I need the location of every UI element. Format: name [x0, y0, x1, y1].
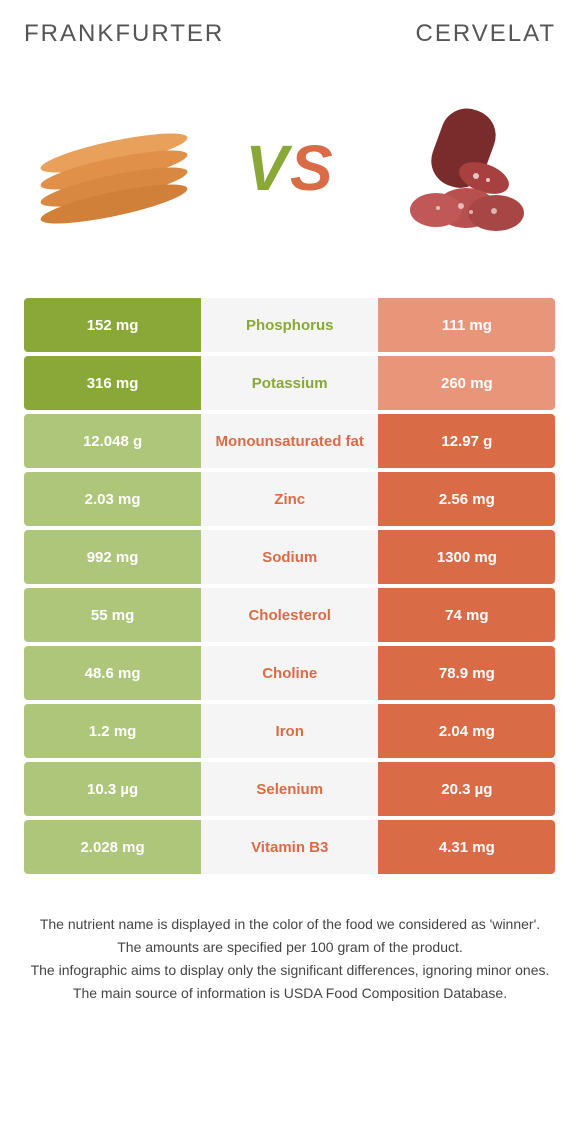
- right-value: 111 mg: [378, 298, 555, 352]
- nutrient-name: Sodium: [201, 530, 378, 584]
- left-value: 316 mg: [24, 356, 201, 410]
- right-value: 2.04 mg: [378, 704, 555, 758]
- images-row: VS: [24, 78, 556, 258]
- nutrient-name: Vitamin B3: [201, 820, 378, 874]
- nutrient-row: 12.048 gMonounsaturated fat12.97 g: [24, 414, 556, 468]
- vs-label: VS: [245, 131, 334, 205]
- right-value: 2.56 mg: [378, 472, 555, 526]
- vs-v: V: [245, 132, 290, 204]
- nutrient-name: Zinc: [201, 472, 378, 526]
- right-food-title: Cervelat: [416, 20, 557, 48]
- right-value: 260 mg: [378, 356, 555, 410]
- left-value: 10.3 µg: [24, 762, 201, 816]
- right-value: 12.97 g: [378, 414, 555, 468]
- right-value: 78.9 mg: [378, 646, 555, 700]
- left-value: 1.2 mg: [24, 704, 201, 758]
- left-value: 12.048 g: [24, 414, 201, 468]
- nutrient-row: 316 mgPotassium260 mg: [24, 356, 556, 410]
- nutrient-row: 992 mgSodium1300 mg: [24, 530, 556, 584]
- right-value: 20.3 µg: [378, 762, 555, 816]
- left-value: 992 mg: [24, 530, 201, 584]
- nutrient-table: 152 mgPhosphorus111 mg316 mgPotassium260…: [24, 298, 556, 874]
- nutrient-name: Potassium: [201, 356, 378, 410]
- nutrient-name: Phosphorus: [201, 298, 378, 352]
- nutrient-name: Selenium: [201, 762, 378, 816]
- left-value: 2.03 mg: [24, 472, 201, 526]
- nutrient-name: Choline: [201, 646, 378, 700]
- right-value: 74 mg: [378, 588, 555, 642]
- nutrient-row: 1.2 mgIron2.04 mg: [24, 704, 556, 758]
- nutrient-name: Iron: [201, 704, 378, 758]
- nutrient-row: 152 mgPhosphorus111 mg: [24, 298, 556, 352]
- cervelat-image: [376, 93, 556, 243]
- footer-line-1: The nutrient name is displayed in the co…: [24, 914, 556, 935]
- nutrient-row: 10.3 µgSelenium20.3 µg: [24, 762, 556, 816]
- nutrient-name: Monounsaturated fat: [201, 414, 378, 468]
- right-value: 4.31 mg: [378, 820, 555, 874]
- left-value: 55 mg: [24, 588, 201, 642]
- left-food-title: Frankfurter: [24, 20, 224, 48]
- footer-line-4: The main source of information is USDA F…: [24, 983, 556, 1004]
- frankfurter-image: [24, 93, 204, 243]
- right-value: 1300 mg: [378, 530, 555, 584]
- left-value: 2.028 mg: [24, 820, 201, 874]
- left-value: 48.6 mg: [24, 646, 201, 700]
- header: Frankfurter Cervelat: [24, 20, 556, 48]
- nutrient-row: 2.028 mgVitamin B34.31 mg: [24, 820, 556, 874]
- nutrient-name: Cholesterol: [201, 588, 378, 642]
- footer-line-2: The amounts are specified per 100 gram o…: [24, 937, 556, 958]
- vs-s: S: [290, 132, 335, 204]
- nutrient-row: 2.03 mgZinc2.56 mg: [24, 472, 556, 526]
- footer-line-3: The infographic aims to display only the…: [24, 960, 556, 981]
- left-value: 152 mg: [24, 298, 201, 352]
- nutrient-row: 55 mgCholesterol74 mg: [24, 588, 556, 642]
- footer-notes: The nutrient name is displayed in the co…: [24, 914, 556, 1004]
- nutrient-row: 48.6 mgCholine78.9 mg: [24, 646, 556, 700]
